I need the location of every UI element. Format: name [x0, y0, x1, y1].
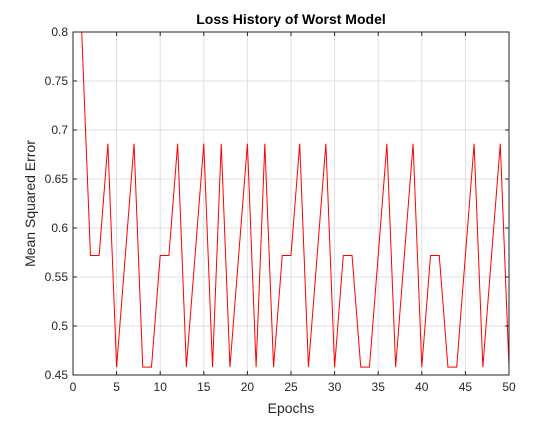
y-tick-label: 0.5	[51, 319, 68, 333]
y-tick-label: 0.8	[51, 25, 68, 39]
y-tick-label: 0.75	[45, 74, 69, 88]
y-tick-label: 0.65	[45, 172, 69, 186]
series-group	[81, 31, 510, 368]
y-tick-label: 0.7	[51, 123, 68, 137]
x-tick-label: 20	[241, 380, 255, 394]
x-tick-label: 5	[113, 380, 120, 394]
x-tick-label: 50	[502, 380, 516, 394]
x-tick-label: 40	[415, 380, 429, 394]
x-tick-label: 25	[284, 380, 298, 394]
x-tick-label: 15	[197, 380, 211, 394]
x-tick-label: 30	[328, 380, 342, 394]
x-tick-label: 10	[154, 380, 168, 394]
x-tick-label: 45	[459, 380, 473, 394]
loss-series-line	[81, 31, 510, 368]
chart-title: Loss History of Worst Model	[196, 11, 386, 27]
ticks: 0 5 10 15 20 25 30 35 40 45 50 0.45 0.5 0.55 0.6 0.65 0.…	[45, 25, 516, 394]
x-axis-label: Epochs	[268, 400, 315, 416]
y-tick-label: 0.45	[45, 368, 69, 382]
y-tick-label: 0.55	[45, 270, 69, 284]
x-tick-label: 0	[70, 380, 77, 394]
y-tick-label: 0.6	[51, 221, 68, 235]
y-axis-label: Mean Squared Error	[22, 140, 38, 267]
x-tick-label: 35	[372, 380, 386, 394]
